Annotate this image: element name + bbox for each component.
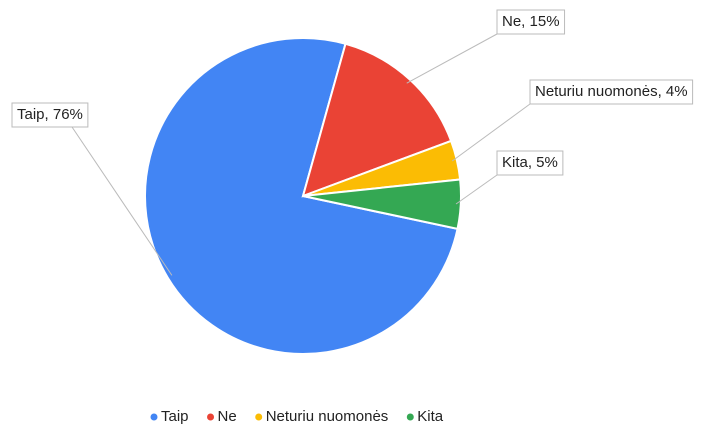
pie-slice xyxy=(144,37,459,355)
data-label: Neturiu nuomonės, 4% xyxy=(535,83,688,100)
leader-line xyxy=(406,33,498,84)
label-box xyxy=(496,150,564,176)
leader-line xyxy=(455,174,498,205)
legend-label: Kita xyxy=(417,408,444,424)
label-box xyxy=(529,79,694,105)
legend-marker xyxy=(255,413,263,421)
leader-line xyxy=(451,103,531,162)
data-label: Taip, 76% xyxy=(17,106,83,123)
legend-marker xyxy=(207,413,215,421)
legend-label: Ne xyxy=(218,408,237,424)
legend-label: Taip xyxy=(161,408,189,424)
pie-slice xyxy=(301,42,453,198)
label-box xyxy=(11,102,89,128)
pie-slice xyxy=(302,178,462,231)
label-box xyxy=(496,9,566,35)
data-label: Kita, 5% xyxy=(502,154,558,171)
leader-line xyxy=(71,126,173,276)
data-label: Ne, 15% xyxy=(502,13,560,30)
legend-marker xyxy=(150,413,158,421)
legend-marker xyxy=(406,413,414,421)
legend-label: Neturiu nuomonės xyxy=(266,408,389,424)
